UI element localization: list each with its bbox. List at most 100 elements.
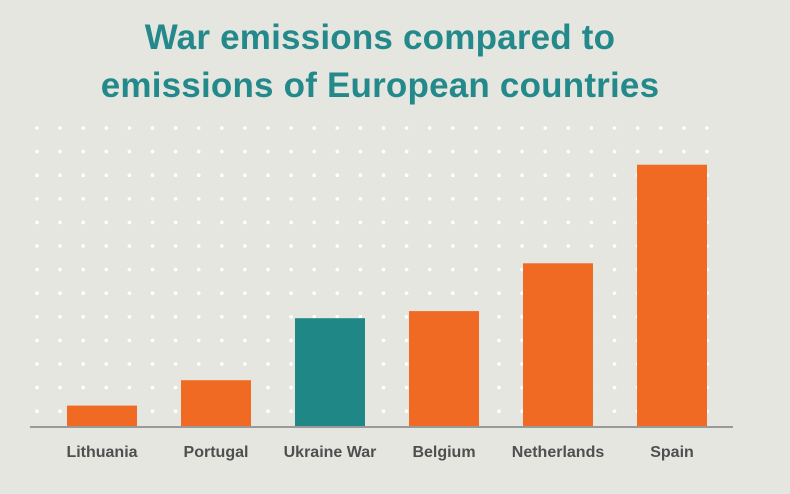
grid-dot: [104, 244, 109, 248]
grid-dot: [243, 197, 247, 201]
grid-dot: [312, 267, 317, 272]
grid-dot: [35, 315, 39, 319]
grid-dot: [173, 362, 178, 366]
x-tick-label-lithuania: Lithuania: [66, 444, 137, 461]
grid-dot: [358, 149, 363, 154]
grid-dot: [358, 315, 363, 319]
grid-dot: [104, 197, 109, 201]
grid-dot: [404, 385, 409, 390]
grid-dot: [196, 197, 201, 201]
grid-dot: [243, 220, 247, 225]
grid-dot: [289, 291, 293, 296]
grid-dot: [566, 173, 571, 177]
grid-dot: [612, 291, 617, 296]
grid-dot: [289, 126, 293, 130]
grid-dot: [474, 244, 478, 248]
grid-dot: [705, 126, 709, 130]
grid-dot: [658, 149, 663, 154]
grid-dot: [35, 126, 39, 130]
grid-dot: [58, 385, 62, 390]
grid-dot: [289, 338, 293, 343]
grid-dot: [358, 197, 363, 201]
grid-dot: [335, 220, 340, 225]
grid-dot: [705, 149, 709, 154]
grid-dot: [58, 220, 62, 225]
grid-dot: [474, 197, 478, 201]
grid-dot: [150, 315, 155, 319]
grid-dot: [220, 267, 224, 272]
chart-title-line-1: War emissions compared to: [144, 18, 616, 57]
grid-dot: [35, 362, 39, 366]
grid-dot: [612, 149, 617, 154]
grid-dot: [520, 220, 524, 225]
grid-dot: [220, 244, 224, 248]
grid-dot: [289, 385, 293, 390]
grid-dot: [427, 244, 432, 248]
grid-dot: [404, 220, 409, 225]
bars: [67, 164, 707, 427]
grid-dot: [150, 220, 155, 225]
grid-dot: [566, 197, 571, 201]
grid-dot: [127, 291, 132, 296]
grid-dot: [173, 291, 178, 296]
grid-dot: [289, 267, 293, 272]
chart-title: War emissions compared to emissions of E…: [0, 14, 760, 110]
grid-dot: [150, 149, 155, 154]
grid-dot: [427, 197, 432, 201]
grid-dot: [150, 385, 155, 390]
grid-dot: [266, 173, 270, 177]
grid-dot: [474, 267, 478, 272]
grid-dot: [58, 126, 62, 130]
grid-dot: [335, 173, 340, 177]
grid-dot: [173, 315, 178, 319]
grid-dot: [81, 385, 85, 390]
grid-dot: [58, 315, 62, 319]
grid-dot: [520, 197, 524, 201]
x-tick-label-portugal: Portugal: [184, 444, 249, 461]
grid-dot: [104, 173, 109, 177]
grid-dot: [543, 220, 547, 225]
grid-dot: [381, 338, 386, 343]
grid-dot: [35, 197, 39, 201]
grid-dot: [196, 149, 201, 154]
x-tick-label-ukraine-war: Ukraine War: [284, 444, 377, 461]
grid-dot: [589, 126, 594, 130]
grid-dot: [497, 409, 501, 414]
grid-dot: [104, 291, 109, 296]
grid-dot: [196, 126, 201, 130]
grid-dot: [196, 338, 201, 343]
grid-dot: [312, 149, 317, 154]
grid-dot: [58, 338, 62, 343]
x-tick-labels: Lithuania Portugal Ukraine War Belgium Nethe…: [66, 444, 693, 461]
grid-dot: [81, 149, 85, 154]
grid-dot: [35, 267, 39, 272]
grid-dot: [220, 362, 224, 366]
grid-dot: [243, 267, 247, 272]
grid-dot: [312, 244, 317, 248]
grid-dot: [612, 315, 617, 319]
grid-dot: [289, 244, 293, 248]
grid-dot: [81, 220, 85, 225]
grid-dot: [381, 267, 386, 272]
grid-dot: [289, 315, 293, 319]
grid-dot: [566, 149, 571, 154]
grid-dot: [266, 338, 270, 343]
grid-dots: [35, 126, 709, 414]
grid-dot: [150, 409, 155, 414]
grid-dot: [243, 244, 247, 248]
grid-dot: [635, 126, 640, 130]
grid-dot: [220, 315, 224, 319]
grid-dot: [312, 197, 317, 201]
grid-dot: [381, 409, 386, 414]
grid-dot: [474, 291, 478, 296]
chart-title-line-2: emissions of European countries: [100, 66, 660, 105]
grid-dot: [566, 220, 571, 225]
grid-dot: [173, 267, 178, 272]
grid-dot: [312, 315, 317, 319]
grid-dot: [451, 197, 455, 201]
grid-dot: [497, 220, 501, 225]
grid-dot: [520, 126, 524, 130]
grid-dot: [612, 362, 617, 366]
grid-dot: [104, 385, 109, 390]
grid-dot: [635, 149, 640, 154]
